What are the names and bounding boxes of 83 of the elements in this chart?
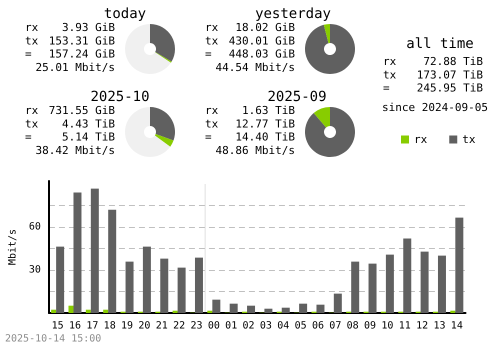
x-tick-label: 15: [52, 320, 64, 332]
bar: [142, 246, 151, 313]
y-axis-title: Mbit/s: [8, 228, 18, 266]
bar: [178, 268, 186, 313]
bar: [420, 252, 429, 313]
x-tick-label: 07: [329, 320, 342, 332]
bar: [438, 256, 446, 313]
x-tick-label: 20: [138, 320, 150, 332]
text: tx 12.77 TiB: [205, 117, 295, 130]
text: rx 3.93 GiB: [25, 21, 115, 34]
x-tick-label: 19: [121, 320, 134, 332]
text: tx 4.43 TiB: [25, 117, 115, 130]
bar: [299, 304, 308, 313]
x-tick-label: 16: [68, 320, 81, 332]
text: since 2024-09-05: [382, 101, 488, 114]
text: = 5.14 TiB: [25, 130, 115, 144]
bar: [247, 306, 256, 313]
text: tx 430.01 GiB: [205, 34, 296, 48]
chart-title: yesterday: [255, 6, 331, 22]
bar: [230, 304, 238, 313]
x-tick-label: 00: [208, 320, 220, 332]
text: all time: [406, 36, 474, 52]
bar: [316, 304, 324, 313]
x-tick-label: 03: [260, 320, 272, 332]
text: tx 173.07 TiB: [383, 68, 483, 82]
bar: [368, 264, 377, 313]
bar: [194, 258, 203, 313]
bar: [108, 210, 116, 313]
bar: [73, 192, 82, 313]
x-tick-label: 01: [225, 320, 238, 332]
bar: [90, 188, 99, 313]
x-tick-label: 09: [364, 320, 376, 332]
x-tick-label: 02: [242, 320, 255, 332]
bar: [282, 308, 290, 313]
chart-title: 2025-09: [267, 89, 327, 105]
text: rx 1.63 TiB: [205, 104, 295, 117]
x-tick-label: 06: [312, 320, 324, 332]
text: 38.42 Mbit/s: [36, 144, 115, 157]
y-tick-label: 30: [28, 264, 41, 276]
text: = 245.95 TiB: [383, 82, 483, 95]
chart-title: 2025-10: [90, 89, 150, 105]
x-tick-label: 11: [398, 320, 411, 332]
bar: [264, 308, 272, 313]
x-tick-label: 10: [381, 320, 394, 332]
y-tick-label: 60: [28, 221, 41, 232]
x-tick-label: 13: [433, 320, 446, 332]
x-tick-label: 23: [190, 320, 202, 332]
text: rx 18.02 GiB: [205, 21, 295, 34]
bar: [86, 310, 91, 313]
text: 25.01 Mbit/s: [36, 60, 115, 74]
text: 44.54 Mbit/s: [216, 60, 295, 74]
text: rx 731.55 GiB: [25, 104, 116, 117]
bar: [455, 218, 464, 313]
bar: [126, 262, 134, 313]
text: = 157.24 GiB: [25, 48, 115, 61]
bar: [68, 306, 74, 313]
bar: [56, 246, 64, 313]
x-tick-label: 12: [416, 320, 428, 332]
x-tick-label: 05: [294, 320, 307, 332]
bar: [160, 258, 168, 313]
bar: [212, 300, 220, 313]
text: = 14.40 TiB: [205, 130, 295, 144]
x-tick-label: 22: [173, 320, 186, 332]
bar: [351, 262, 360, 313]
x-tick-label: 21: [156, 320, 168, 332]
legend-label: tx: [462, 133, 476, 146]
x-tick-label: 08: [346, 320, 359, 332]
text: 2025-10-14 15:00: [5, 334, 102, 344]
text: rx 72.88 TiB: [383, 55, 483, 68]
bar: [103, 310, 108, 313]
x-tick-label: 04: [277, 320, 290, 332]
x-tick-label: 18: [104, 320, 116, 332]
bar: [403, 238, 412, 313]
legend-label: rx: [414, 133, 428, 146]
text: 48.86 Mbit/s: [216, 144, 295, 157]
bar: [334, 294, 342, 313]
text: tx 153.31 GiB: [25, 34, 116, 48]
text: = 448.03 GiB: [205, 48, 295, 61]
bar: [386, 254, 394, 313]
x-tick-label: 17: [86, 320, 98, 332]
bar: [51, 310, 56, 313]
chart-title: today: [104, 6, 146, 22]
x-tick-label: 14: [450, 320, 463, 332]
